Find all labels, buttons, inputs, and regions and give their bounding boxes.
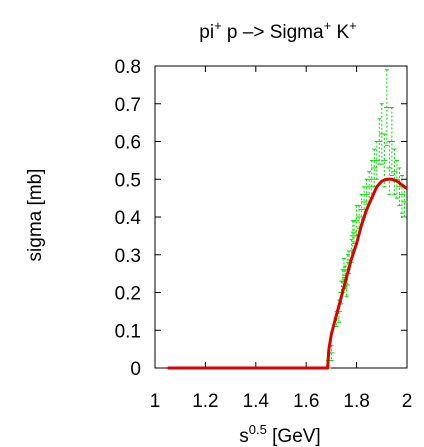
svg-text:s0.5 [GeV]: s0.5 [GeV] [239, 422, 320, 447]
chart-title: pi+ p –> Sigma+ K+ [199, 18, 356, 43]
data-point [391, 148, 398, 195]
y-tick-label: 0.3 [115, 246, 141, 267]
y-tick-label: 0.1 [115, 321, 141, 342]
title-sup3: + [349, 18, 357, 33]
y-tick-label: 0.5 [115, 170, 141, 191]
data-point [398, 174, 405, 214]
x-axis-ticks: 1 1.2 1.4 1.6 1.8 2 [150, 66, 413, 412]
x-tick-label: 1 [150, 391, 161, 412]
x-tick-label: 1.6 [293, 391, 319, 412]
title-base1: pi [199, 22, 214, 43]
y-axis-label: sigma [mb] [25, 169, 46, 262]
y-tick-label: 0.6 [115, 133, 141, 154]
y-tick-label: 0.7 [115, 95, 141, 116]
data-point [388, 107, 395, 176]
xlabel-base: s [239, 426, 249, 447]
title-mid: p –> Sigma [222, 22, 324, 43]
plot-frame [154, 65, 408, 369]
y-tick-label: 0 [130, 359, 141, 380]
title-tail: K [331, 22, 349, 43]
svg-text:pi+ p –> Sigma+ K+: pi+ p –> Sigma+ K+ [199, 18, 356, 43]
data-point [376, 118, 383, 165]
x-tick-label: 1.2 [192, 391, 218, 412]
x-tick-label: 1.4 [243, 391, 270, 412]
data-point [381, 133, 388, 188]
x-axis-label: s0.5 [GeV] [239, 422, 320, 447]
data-errorbars [325, 69, 408, 369]
title-sup1: + [214, 18, 222, 33]
model-curve [167, 177, 408, 370]
y-tick-label: 0.4 [115, 208, 142, 229]
xlabel-tail: [GeV] [267, 426, 321, 447]
xlabel-sup: 0.5 [249, 422, 267, 437]
title-sup2: + [324, 18, 332, 33]
y-tick-label: 0.2 [115, 284, 141, 305]
y-tick-label: 0.8 [115, 57, 141, 78]
y-axis-ticks: 0 0.1 0.2 0.3 0.4 0.5 0.6 0.7 0.8 [115, 57, 407, 380]
series-line [167, 177, 408, 370]
x-tick-label: 2 [402, 391, 413, 412]
data-point [396, 167, 403, 207]
data-point [383, 69, 390, 146]
x-tick-label: 1.8 [343, 391, 369, 412]
